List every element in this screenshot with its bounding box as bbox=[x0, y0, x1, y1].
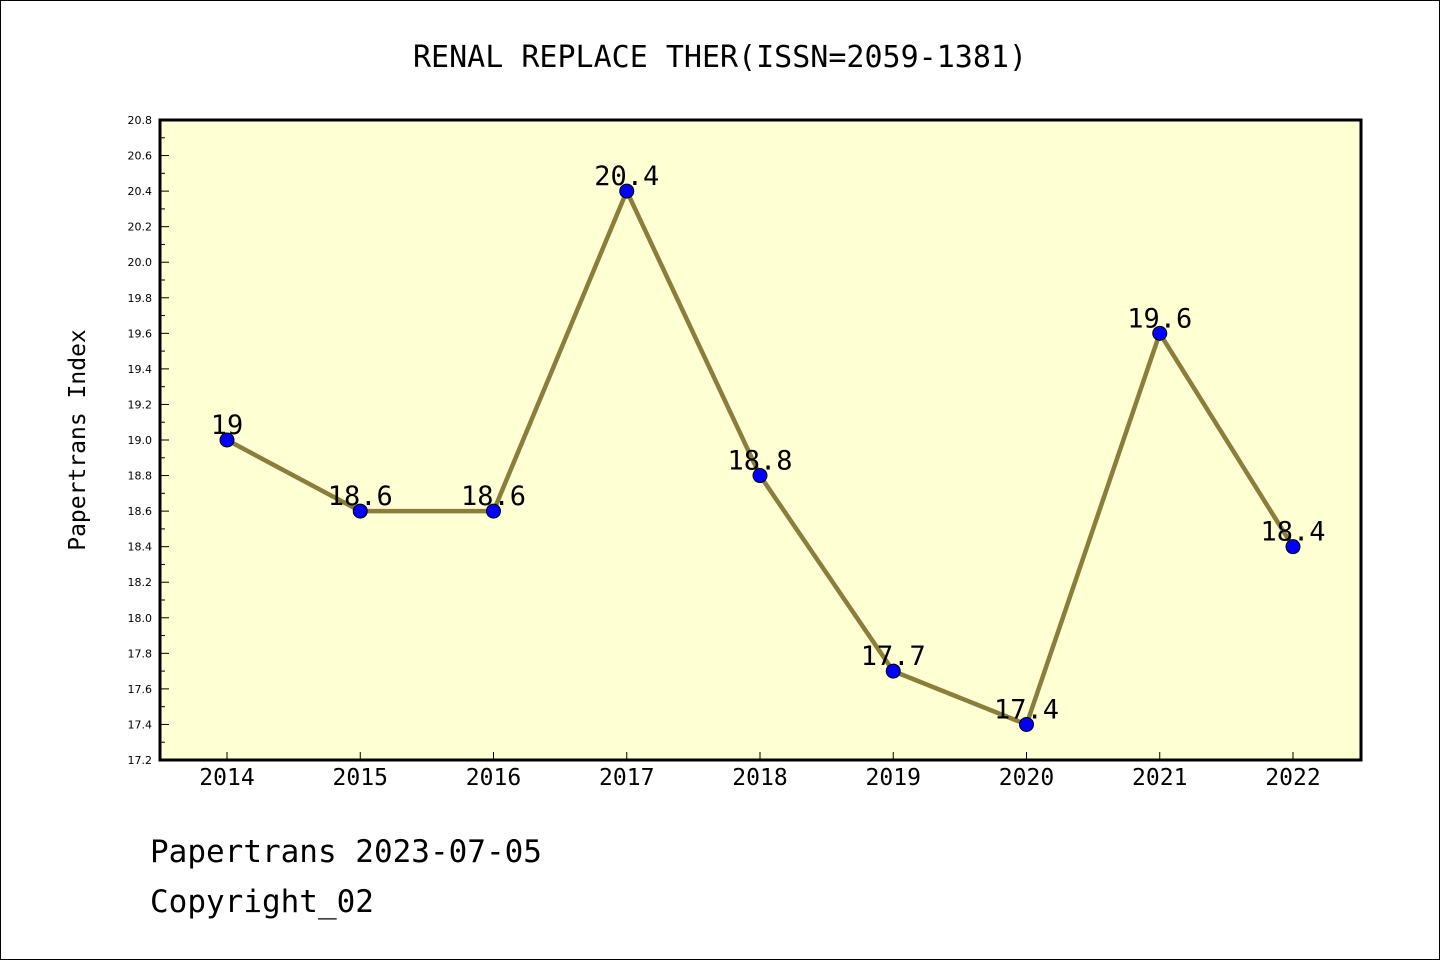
x-tick-label: 2015 bbox=[333, 765, 388, 791]
y-tick-label: 20.0 bbox=[128, 256, 153, 269]
data-point bbox=[219, 432, 235, 448]
data-label: 20.4 bbox=[594, 161, 659, 192]
y-tick-label: 19.0 bbox=[128, 434, 153, 447]
y-tick-label: 18.6 bbox=[128, 505, 153, 518]
data-label: 17.7 bbox=[861, 641, 926, 672]
y-tick-label: 20.8 bbox=[128, 114, 153, 127]
data-label: 18.8 bbox=[727, 446, 792, 477]
data-point bbox=[1152, 325, 1168, 341]
data-point bbox=[752, 468, 768, 484]
data-point bbox=[486, 503, 501, 519]
data-label: 17.4 bbox=[994, 694, 1059, 725]
y-tick-label: 18.2 bbox=[128, 576, 153, 589]
data-point bbox=[1019, 716, 1034, 732]
x-tick-label: 2020 bbox=[999, 765, 1054, 791]
y-tick-label: 20.4 bbox=[128, 185, 153, 198]
data-label: 19.6 bbox=[1127, 303, 1192, 334]
footer-copyright: Copyright_02 bbox=[150, 884, 374, 920]
x-tick-label: 2021 bbox=[1132, 765, 1187, 791]
y-tick-label: 19.8 bbox=[128, 292, 153, 305]
x-tick-label: 2017 bbox=[599, 765, 654, 791]
y-tick-label: 19.6 bbox=[128, 327, 153, 340]
y-tick-label: 17.2 bbox=[128, 754, 153, 767]
data-point bbox=[619, 183, 635, 199]
y-tick-label: 20.2 bbox=[128, 221, 153, 234]
data-label: 18.6 bbox=[461, 481, 526, 512]
data-label: 18.4 bbox=[1260, 517, 1325, 548]
y-tick-label: 20.6 bbox=[128, 150, 153, 163]
y-tick-label: 19.2 bbox=[128, 398, 153, 411]
x-tick-label: 2018 bbox=[732, 765, 787, 791]
y-tick-label: 17.4 bbox=[128, 718, 153, 731]
y-tick-label: 18.4 bbox=[128, 541, 153, 554]
data-label: 18.6 bbox=[328, 481, 393, 512]
y-tick-label: 17.8 bbox=[128, 647, 153, 660]
footer-date: Papertrans 2023-07-05 bbox=[150, 834, 542, 870]
x-tick-label: 2019 bbox=[866, 765, 921, 791]
y-axis-label: Papertrans Index bbox=[65, 329, 91, 551]
data-point bbox=[352, 503, 368, 519]
y-tick-label: 17.6 bbox=[128, 683, 153, 696]
x-tick-label: 2016 bbox=[466, 765, 521, 791]
data-point bbox=[885, 663, 901, 679]
plot-area bbox=[158, 118, 1363, 762]
y-tick-label: 18.0 bbox=[128, 612, 153, 625]
y-tick-label: 18.8 bbox=[128, 470, 153, 483]
chart-title: RENAL REPLACE THER(ISSN=2059-1381) bbox=[413, 40, 1027, 75]
x-tick-label: 2022 bbox=[1265, 765, 1320, 791]
data-point bbox=[1285, 539, 1301, 555]
y-tick-label: 19.4 bbox=[128, 363, 153, 376]
data-label: 19 bbox=[211, 410, 244, 441]
x-tick-label: 2014 bbox=[199, 765, 254, 791]
